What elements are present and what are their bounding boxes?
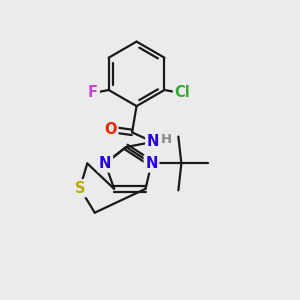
Text: H: H (161, 133, 172, 146)
Text: F: F (88, 85, 98, 100)
Text: Cl: Cl (175, 85, 190, 100)
Text: N: N (99, 156, 111, 171)
Text: N: N (147, 134, 159, 149)
Text: S: S (75, 181, 85, 196)
Text: N: N (145, 156, 158, 171)
Text: O: O (104, 122, 117, 137)
